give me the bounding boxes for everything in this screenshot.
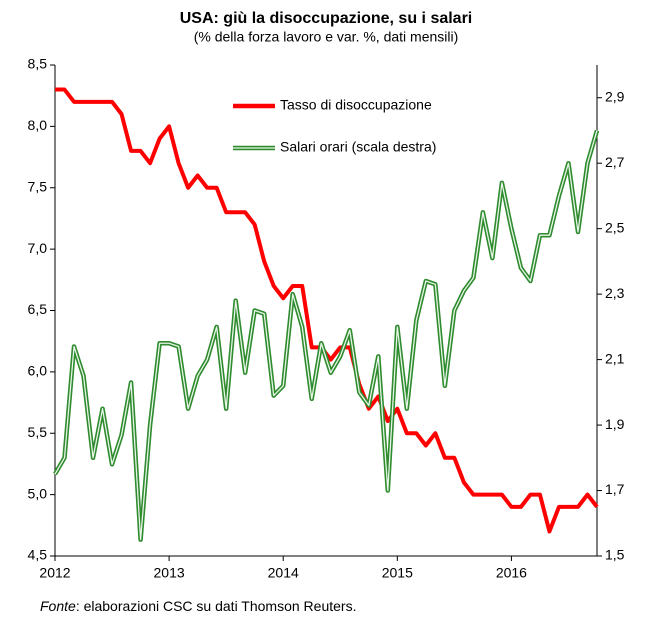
y2-tick-label: 2,3 bbox=[605, 285, 625, 301]
legend-label: Salari orari (scala destra) bbox=[280, 139, 436, 155]
source-note: Fonte: elaborazioni CSC su dati Thomson … bbox=[40, 598, 356, 614]
source-label: Fonte bbox=[40, 598, 76, 614]
y2-tick-label: 1,9 bbox=[605, 416, 625, 432]
y-tick-label: 6,0 bbox=[28, 363, 48, 379]
y2-tick-label: 1,5 bbox=[605, 547, 625, 563]
source-text: : elaborazioni CSC su dati Thomson Reute… bbox=[76, 598, 357, 614]
series-line-core bbox=[54, 130, 598, 541]
y-tick-label: 8,0 bbox=[28, 117, 48, 133]
chart-title: USA: giù la disoccupazione, su i salari bbox=[180, 10, 473, 27]
y-tick-label: 6,5 bbox=[28, 301, 48, 317]
y2-tick-label: 2,5 bbox=[605, 219, 625, 235]
y2-tick-label: 1,7 bbox=[605, 481, 625, 497]
y2-tick-label: 2,1 bbox=[605, 350, 625, 366]
x-tick-label: 2015 bbox=[382, 565, 413, 581]
y-tick-label: 7,5 bbox=[28, 178, 48, 194]
y-tick-label: 8,5 bbox=[28, 56, 48, 72]
x-tick-label: 2014 bbox=[268, 565, 299, 581]
legend-label: Tasso di disoccupazione bbox=[280, 97, 432, 113]
x-tick-label: 2016 bbox=[496, 565, 527, 581]
y-tick-label: 5,5 bbox=[28, 424, 48, 440]
y2-tick-label: 2,7 bbox=[605, 154, 625, 170]
y-tick-label: 4,5 bbox=[28, 547, 48, 563]
x-tick-label: 2012 bbox=[39, 565, 70, 581]
y-tick-label: 5,0 bbox=[28, 485, 48, 501]
y-tick-label: 7,0 bbox=[28, 240, 48, 256]
y2-tick-label: 2,9 bbox=[605, 88, 625, 104]
x-tick-label: 2013 bbox=[154, 565, 185, 581]
chart-subtitle: (% della forza lavoro e var. %, dati men… bbox=[194, 29, 459, 45]
